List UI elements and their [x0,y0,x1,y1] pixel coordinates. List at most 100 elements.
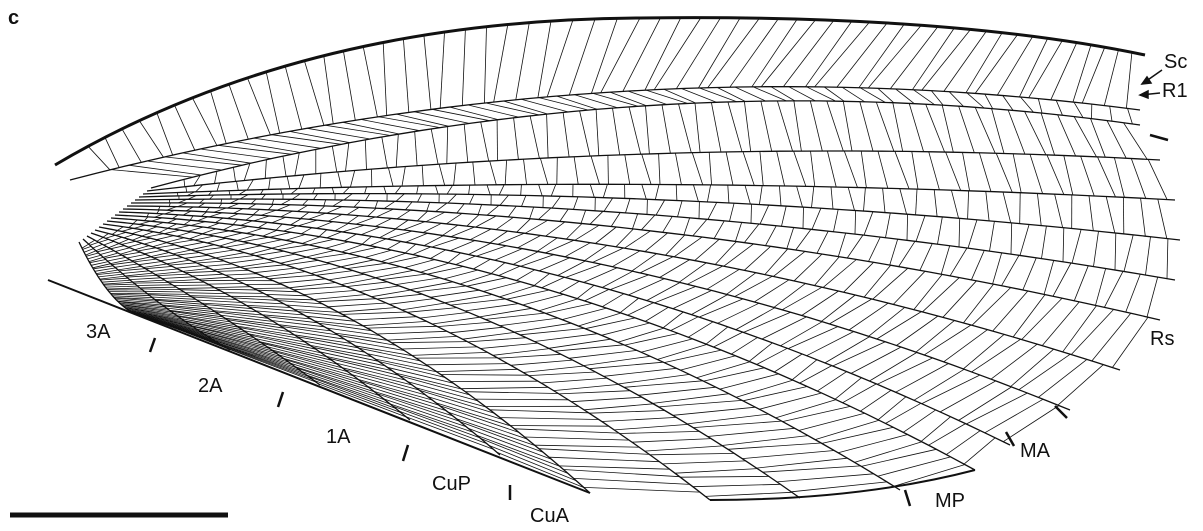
cross-vein [803,207,804,228]
cross-vein [192,297,236,300]
cross-vein [354,200,360,207]
cross-vein [446,213,462,223]
cross-vein [440,32,444,108]
cross-vein [735,222,741,241]
cross-vein [473,259,490,269]
cross-vein [944,330,988,362]
panel-label: c [8,7,19,29]
cross-vein [774,354,802,372]
cross-vein [165,247,184,251]
cross-vein [405,202,412,210]
cross-vein [462,29,465,105]
cross-vein [679,104,692,153]
cross-vein [396,278,440,285]
cross-vein [831,187,833,209]
cross-vein [344,194,352,200]
cross-vein [944,31,987,91]
cross-vein [157,274,188,276]
cross-vein [303,199,309,205]
cross-vein [427,202,430,211]
cross-vein [421,263,449,272]
cross-vein [470,195,474,204]
cross-vein [654,18,701,90]
cross-vein [338,308,396,313]
cross-vein [206,207,210,211]
cross-vein [641,339,693,352]
cross-vein [103,234,109,238]
cross-vein [180,290,220,291]
cross-vein [174,225,190,229]
cross-vein [197,261,225,263]
cross-vein [693,484,781,486]
cross-vein [327,207,342,214]
cross-vein [1089,196,1093,231]
cross-vein [448,194,457,203]
cross-vein [207,223,220,228]
cross-vein [298,264,330,270]
cross-vein [217,289,257,290]
cross-vein [869,237,881,262]
cross-vein [743,387,807,401]
cross-vein [498,354,561,358]
cross-vein [122,271,149,274]
cross-vein [405,244,416,253]
cross-vein [678,201,683,217]
cross-vein [752,19,797,87]
cross-vein [676,185,677,201]
cross-vein [93,244,103,248]
cross-vein [967,93,984,108]
cross-vein [780,322,822,346]
cross-vein [971,250,984,279]
cross-vein [1074,102,1083,117]
cross-vein [407,308,457,313]
cross-vein [946,152,961,191]
cross-vein [838,233,845,257]
cross-vein [823,260,856,288]
cross-vein [1094,231,1099,266]
cross-vein [208,231,229,235]
cross-vein [237,181,239,190]
cross-vein [569,350,637,358]
cross-vein [642,154,651,184]
cross-vein [580,111,590,156]
cross-vein [224,293,264,294]
cross-vein [214,208,226,212]
cross-vein [406,233,428,242]
cross-vein [227,204,239,209]
cross-vein [566,224,582,240]
cross-vein [1131,159,1146,199]
cross-vein [687,414,768,424]
cross-vein [219,203,222,207]
cross-vein [246,228,262,233]
cross-vein [439,164,445,185]
cross-vein [253,209,259,214]
cross-vein [318,299,376,302]
cross-vein [625,333,679,345]
cross-vein [281,211,293,217]
cross-vein [177,232,191,236]
cross-vein [289,283,336,288]
cross-vein [292,248,322,254]
cross-vein [326,257,360,263]
cross-vein [467,278,507,287]
cross-vein [299,175,304,189]
cross-vein [460,274,492,284]
cross-vein [156,236,174,240]
cross-vein [766,226,777,246]
cross-vein [687,266,722,284]
vein-label: 3A [86,321,111,343]
cross-vein [415,132,417,166]
cross-vein [220,241,238,246]
cross-vein [205,264,232,266]
cross-vein [949,92,963,107]
cross-vein [333,200,343,206]
cross-vein [1003,96,1013,111]
cross-vein [144,291,184,292]
cross-vein [1158,199,1167,238]
cross-vein [489,445,577,480]
cross-vein [359,286,399,292]
cross-vein [190,216,193,220]
cross-vein [192,98,217,146]
cross-vein [996,153,1012,192]
cross-vein [680,476,769,477]
